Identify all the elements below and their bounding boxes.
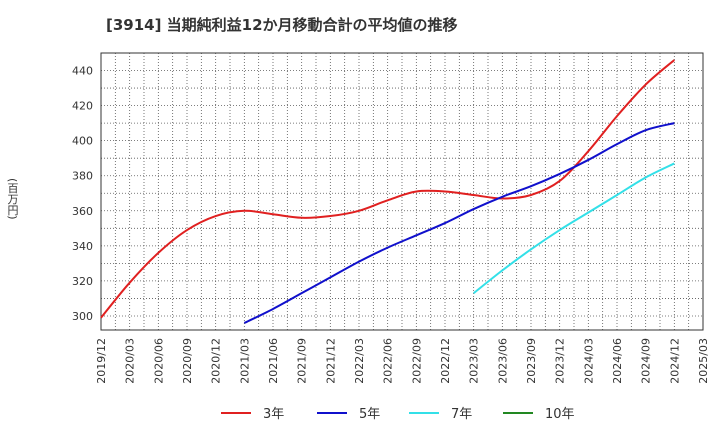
y-tick-label: 380 <box>72 170 93 183</box>
y-tick-label: 320 <box>72 275 93 288</box>
x-tick-label: 2022/06 <box>382 338 395 384</box>
y-tick-label: 340 <box>72 240 93 253</box>
chart-title: [3914] 当期純利益12か月移動合計の平均値の推移 <box>106 16 458 34</box>
x-tick-label: 2019/12 <box>95 338 108 384</box>
y-axis-label: (百万円) <box>6 178 19 220</box>
x-tick-label: 2024/03 <box>582 338 595 384</box>
x-tick-label: 2020/03 <box>124 338 137 384</box>
y-tick-label: 420 <box>72 100 93 113</box>
y-tick-label: 440 <box>72 65 93 78</box>
series-group <box>100 59 675 324</box>
x-tick-label: 2024/06 <box>611 338 624 384</box>
legend-label-3: 7年 <box>451 407 472 422</box>
series-line-2 <box>243 122 675 324</box>
series-line-3 <box>473 162 675 294</box>
y-tick-label: 300 <box>72 310 93 323</box>
legend-label-1: 3年 <box>263 407 284 422</box>
x-tick-label: 2022/03 <box>353 338 366 384</box>
x-tick-label: 2021/12 <box>324 338 337 384</box>
y-tick-labels: 300 320 340 360 380 400 420 440 <box>72 65 93 323</box>
x-tick-label: 2020/12 <box>210 338 223 384</box>
x-tick-label: 2020/09 <box>181 338 194 384</box>
series-line-1 <box>100 59 675 319</box>
x-tick-label: 2023/12 <box>554 338 567 384</box>
x-tick-label: 2021/06 <box>267 338 280 384</box>
x-tick-label: 2023/06 <box>496 338 509 384</box>
grid <box>100 52 704 330</box>
x-tick-label: 2024/12 <box>668 338 681 384</box>
legend-label-2: 5年 <box>359 407 380 422</box>
x-tick-label: 2024/09 <box>640 338 653 384</box>
x-tick-label: 2020/06 <box>152 338 165 384</box>
legend: 3年 5年 7年 10年 <box>221 407 575 422</box>
y-tick-label: 400 <box>72 135 93 148</box>
x-tick-label: 2021/03 <box>238 338 251 384</box>
x-tick-label: 2021/09 <box>296 338 309 384</box>
plot-area-frame <box>100 52 704 331</box>
legend-label-4: 10年 <box>545 407 575 422</box>
y-tick-label: 360 <box>72 205 93 218</box>
x-tick-label: 2022/09 <box>410 338 423 384</box>
x-tick-label: 2022/12 <box>439 338 452 384</box>
x-tick-labels: 2019/12 2020/03 2020/06 2020/09 2020/12 2021/… <box>95 338 710 384</box>
x-tick-label: 2023/03 <box>468 338 481 384</box>
x-tick-label: 2023/09 <box>525 338 538 384</box>
x-tick-label: 2025/03 <box>697 338 710 384</box>
